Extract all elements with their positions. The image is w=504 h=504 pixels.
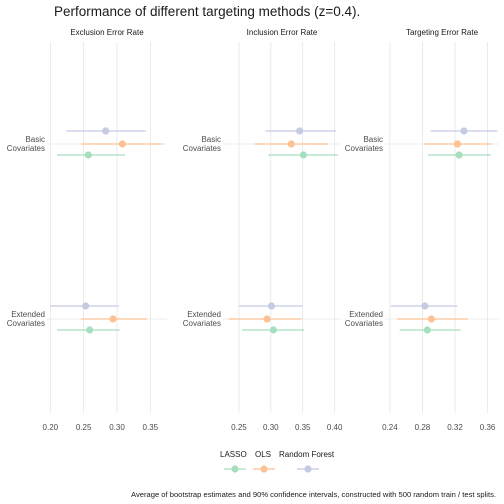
data-point: [109, 315, 117, 323]
y-category-label: Extended Covariates: [7, 310, 45, 328]
x-tick-label: 0.30: [109, 423, 125, 432]
x-tick-label: 0.40: [327, 423, 343, 432]
y-category-label: Extended Covariates: [183, 310, 221, 328]
data-point: [84, 151, 92, 159]
data-point: [427, 315, 436, 323]
x-tick-label: 0.25: [231, 423, 247, 432]
data-point: [423, 326, 431, 334]
chart-title: Performance of different targeting metho…: [54, 4, 360, 19]
x-tick-label: 0.28: [415, 423, 431, 432]
x-tick-label: 0.36: [480, 423, 496, 432]
x-tick-label: 0.25: [76, 423, 92, 432]
facet-panels: 0.20 0.25 0.30 0.35 Exclusion Error Rate 0.25…: [43, 28, 499, 432]
legend-key-point: [304, 465, 312, 473]
data-point: [82, 302, 90, 310]
data-point: [460, 127, 468, 135]
y-category-label: Basic Covariates: [345, 135, 383, 153]
facet-title: Targeting Error Rate: [406, 28, 479, 37]
x-tick-label: 0.30: [263, 423, 279, 432]
legend-item: LASSO: [220, 450, 247, 473]
legend-item: Random Forest: [279, 450, 335, 473]
data-point: [102, 127, 110, 135]
legend-key-point: [260, 465, 268, 473]
legend-label: OLS: [255, 450, 271, 459]
x-tick-label: 0.24: [382, 423, 398, 432]
x-tick-label: 0.32: [447, 423, 463, 432]
data-point: [118, 140, 126, 148]
facet-panel-2: 0.25 0.30 0.35 0.40 Inclusion Error Rate: [223, 28, 343, 432]
legend: LASSO OLS Random Forest: [220, 450, 335, 473]
y-category-label: Basic Covariates: [183, 135, 221, 153]
y-category-label: Extended Covariates: [345, 310, 383, 328]
y-axis-labels: Basic Covariates Extended Covariates Basic Co…: [7, 135, 383, 328]
data-point: [287, 140, 295, 148]
x-tick-label: 0.35: [143, 423, 159, 432]
data-point: [267, 302, 276, 310]
y-category-label: Basic Covariates: [7, 135, 45, 153]
data-point: [86, 326, 94, 334]
legend-label: LASSO: [220, 450, 247, 459]
data-point: [453, 140, 462, 148]
facet-panel-3: 0.24 0.28 0.32 0.36 Targeting Error Rate: [382, 28, 499, 432]
legend-item: OLS: [253, 450, 275, 473]
data-point: [269, 326, 277, 334]
legend-label: Random Forest: [279, 450, 335, 459]
chart-caption: Average of bootstrap estimates and 90% c…: [131, 490, 496, 499]
data-point: [295, 127, 304, 135]
legend-key-point: [231, 465, 239, 473]
facet-title: Exclusion Error Rate: [70, 28, 144, 37]
x-tick-label: 0.35: [295, 423, 311, 432]
data-point: [421, 302, 429, 310]
data-point: [263, 315, 271, 323]
x-tick-label: 0.20: [43, 423, 59, 432]
data-point: [455, 151, 463, 159]
facet-panel-1: 0.20 0.25 0.30 0.35 Exclusion Error Rate: [43, 28, 167, 432]
data-point: [299, 151, 307, 159]
facet-title: Inclusion Error Rate: [247, 28, 318, 37]
